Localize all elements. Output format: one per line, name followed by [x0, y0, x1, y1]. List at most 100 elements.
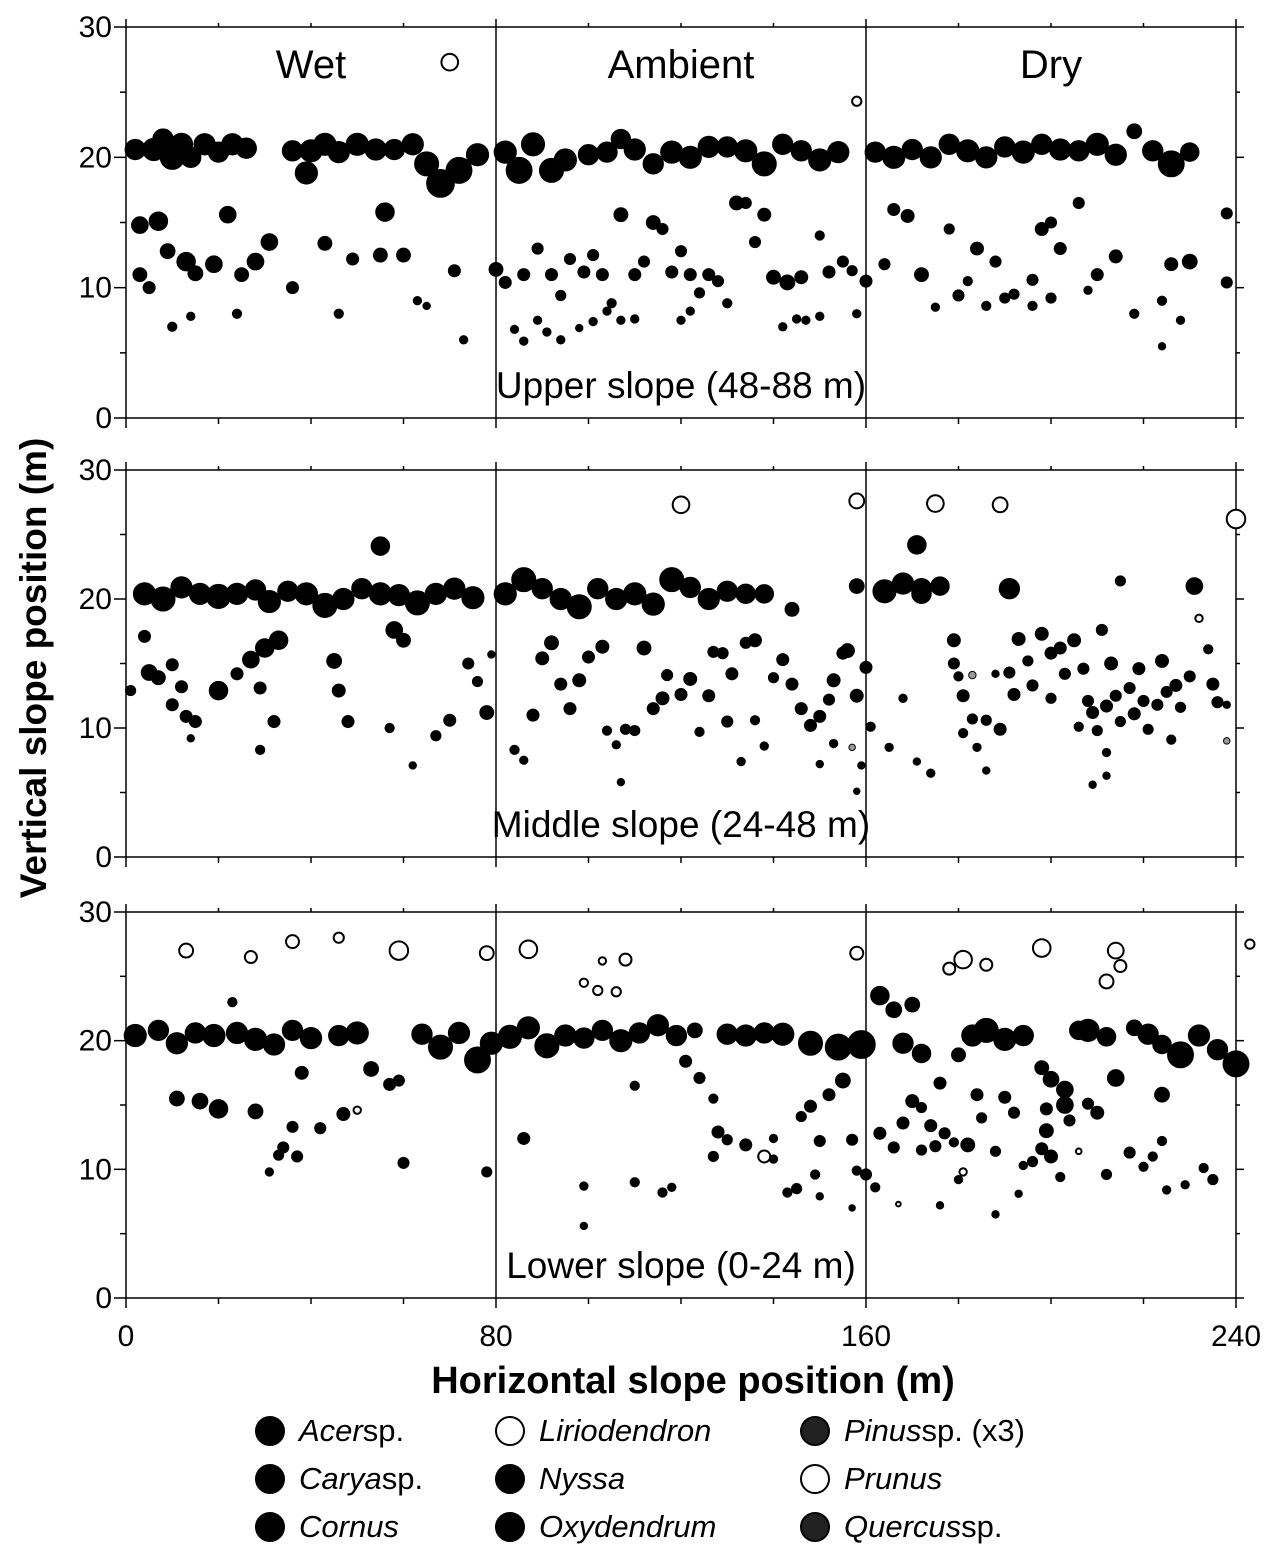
- data-point-open: [926, 494, 945, 513]
- data-point: [656, 222, 669, 236]
- data-point: [966, 713, 978, 725]
- data-point: [665, 265, 679, 279]
- data-point-open: [610, 986, 622, 998]
- data-point: [623, 138, 646, 161]
- data-point: [907, 535, 927, 555]
- data-point: [208, 1099, 229, 1119]
- data-point: [1018, 1160, 1028, 1171]
- data-point: [401, 133, 424, 156]
- data-point: [711, 275, 725, 288]
- data-point: [702, 689, 716, 703]
- data-point: [815, 759, 824, 769]
- data-point: [771, 1022, 795, 1046]
- data-point: [904, 996, 921, 1013]
- data-point: [751, 151, 777, 177]
- data-point: [553, 148, 577, 172]
- data-point: [458, 335, 469, 345]
- data-point: [629, 1080, 640, 1091]
- data-point: [595, 268, 609, 282]
- data-point: [840, 643, 855, 659]
- data-point: [813, 1134, 826, 1148]
- data-point: [655, 691, 670, 706]
- data-point: [716, 1023, 738, 1045]
- data-point: [930, 302, 941, 312]
- legend-genus: Nyssa: [539, 1461, 626, 1496]
- data-point: [946, 633, 961, 648]
- data-point: [708, 1093, 719, 1104]
- data-point: [1102, 771, 1111, 780]
- x-tick-label: 80: [479, 1320, 512, 1353]
- data-point: [587, 578, 609, 600]
- data-point: [396, 632, 411, 648]
- data-point: [509, 744, 520, 756]
- data-point: [1180, 142, 1200, 162]
- data-point: [711, 1125, 725, 1139]
- data-point: [905, 1094, 920, 1109]
- data-point: [999, 292, 1011, 304]
- data-point: [554, 677, 568, 691]
- data-point: [768, 1154, 779, 1164]
- data-point: [447, 264, 461, 278]
- data-point: [573, 1027, 595, 1049]
- data-point: [1027, 300, 1038, 312]
- data-point: [465, 143, 490, 167]
- data-point: [167, 321, 178, 332]
- data-point: [1161, 1185, 1172, 1195]
- data-point: [544, 635, 559, 651]
- data-point: [267, 715, 281, 729]
- legend-genus: Prunus: [844, 1461, 943, 1496]
- x-tick-label: 160: [841, 1320, 891, 1353]
- data-point-open: [1031, 938, 1052, 958]
- legend-item-cornus: Cornus: [255, 1504, 399, 1550]
- data-point: [242, 650, 260, 669]
- data-point: [834, 1072, 851, 1089]
- data-point: [822, 693, 836, 706]
- data-point: [392, 1074, 405, 1087]
- data-point: [1090, 268, 1104, 282]
- data-point: [424, 582, 448, 605]
- data-point: [414, 151, 440, 177]
- data-point: [184, 1022, 207, 1044]
- data-point: [1081, 1097, 1095, 1110]
- data-point: [1223, 737, 1231, 745]
- data-point: [253, 681, 267, 695]
- data-point-open: [388, 940, 410, 961]
- data-point: [131, 216, 149, 234]
- y-tick-label: 20: [79, 583, 112, 616]
- data-point: [188, 715, 202, 729]
- data-point: [734, 139, 758, 163]
- data-point: [314, 1122, 327, 1135]
- data-point: [294, 582, 318, 606]
- data-point: [667, 1182, 677, 1193]
- data-point-open: [942, 961, 957, 976]
- data-point: [1181, 253, 1198, 270]
- data-point: [572, 673, 587, 688]
- data-point: [628, 268, 642, 282]
- data-point: [277, 580, 299, 602]
- data-point: [716, 136, 738, 158]
- data-point: [956, 689, 970, 703]
- x-axis-label: Horizontal slope position (m): [431, 1360, 955, 1402]
- data-point: [1164, 257, 1179, 272]
- treatment-label: Wet: [276, 43, 346, 87]
- data-point-open: [578, 977, 590, 988]
- data-point-open: [991, 496, 1009, 514]
- data-point: [896, 1116, 910, 1130]
- data-point: [1101, 747, 1112, 758]
- data-point: [464, 1046, 491, 1074]
- data-point: [445, 156, 473, 184]
- data-point: [487, 650, 496, 659]
- data-point: [260, 233, 279, 251]
- data-point-open: [1225, 508, 1247, 530]
- data-point: [517, 268, 531, 282]
- data-point: [951, 1047, 966, 1063]
- data-point: [924, 1119, 938, 1133]
- data-point-open: [979, 957, 994, 972]
- data-point: [1104, 656, 1119, 671]
- data-point: [960, 1137, 976, 1153]
- data-point: [408, 761, 417, 770]
- data-point: [186, 734, 195, 743]
- data-point: [142, 281, 156, 295]
- data-point: [1011, 140, 1035, 164]
- data-point: [1174, 701, 1187, 713]
